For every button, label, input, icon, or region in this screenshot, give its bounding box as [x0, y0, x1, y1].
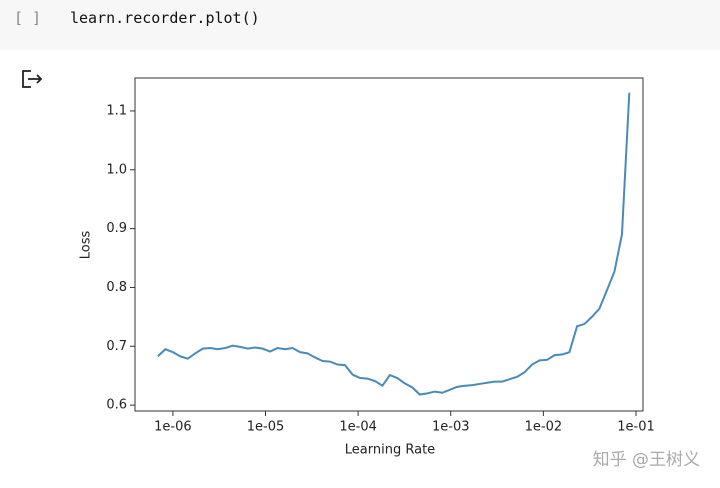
loss-line	[157, 92, 631, 396]
x-tick-label: 1e-06	[154, 420, 192, 435]
code[interactable]: learn.recorder.plot()	[70, 9, 260, 27]
code-cell: [ ] learn.recorder.plot()	[0, 0, 720, 50]
x-tick-label: 1e-01	[617, 420, 655, 435]
x-tick-label: 1e-03	[432, 420, 470, 435]
x-tick-label: 1e-04	[339, 420, 377, 435]
output-icon[interactable]	[22, 70, 43, 88]
y-tick-label: 0.7	[106, 339, 127, 354]
run-prompt[interactable]: [ ]	[14, 9, 42, 27]
y-tick-label: 0.9	[106, 221, 127, 236]
x-tick-label: 1e-05	[247, 420, 285, 435]
x-tick-label: 1e-02	[525, 420, 563, 435]
x-axis-label: Learning Rate	[345, 443, 435, 458]
axes-frame	[134, 77, 644, 412]
watermark: 知乎 @王树义	[593, 450, 700, 470]
y-tick-label: 1.0	[106, 162, 127, 177]
y-tick-label: 0.6	[106, 398, 127, 413]
y-tick-label: 0.8	[106, 280, 127, 295]
y-tick-label: 1.1	[106, 103, 127, 118]
y-axis-label: Loss	[79, 231, 94, 260]
